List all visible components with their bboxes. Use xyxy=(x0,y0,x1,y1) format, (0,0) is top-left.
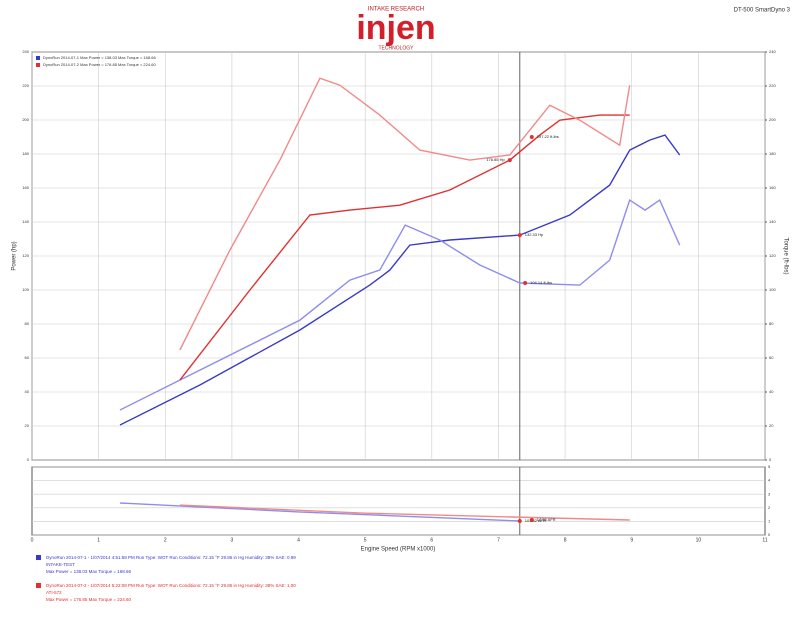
series-line xyxy=(119,199,681,411)
x-tick-label: 5 xyxy=(364,537,367,543)
y2-tick-label: 80 xyxy=(769,321,774,326)
series-line xyxy=(179,504,630,521)
x-tick-label: 4 xyxy=(297,537,300,543)
y2-tick-label: 20 xyxy=(769,423,774,428)
y2-tick-label: 180 xyxy=(769,151,776,156)
y2-tick-label: 160 xyxy=(769,185,776,190)
y-tick-label: 40 xyxy=(25,389,30,394)
x-tick-label: 6 xyxy=(430,537,433,543)
annotation-marker xyxy=(517,518,522,523)
brand: injen xyxy=(356,9,435,47)
annotation: 104.14 ft-lbs xyxy=(530,280,552,285)
y-tick-label: 4 xyxy=(768,478,771,483)
y2-tick-label: 140 xyxy=(769,219,776,224)
tagline: INTAKE RESEARCH xyxy=(368,7,424,13)
y2-tick-label: 40 xyxy=(769,389,774,394)
y-tick-label: 5 xyxy=(768,464,771,469)
series-line xyxy=(119,502,520,522)
annotation-marker xyxy=(517,233,522,238)
subtag: TECHNOLOGY xyxy=(378,45,414,51)
legend-entry: DynoRun 2014-07-1 Max Power = 138.03 Max… xyxy=(43,55,156,60)
y-tick-label: 2 xyxy=(768,505,771,510)
y-tick-label: 180 xyxy=(22,151,29,156)
legend-swatch xyxy=(36,63,40,67)
x-tick-label: 8 xyxy=(564,537,567,543)
annotation-marker xyxy=(529,135,534,139)
legend-swatch xyxy=(36,56,40,60)
x-tick-label: 7 xyxy=(497,537,500,543)
annotation-marker xyxy=(529,518,534,523)
y-tick-label: 0 xyxy=(27,457,30,462)
x-tick-label: 1 xyxy=(97,537,100,543)
series-line xyxy=(179,77,631,351)
x-tick-label: 3 xyxy=(231,537,234,543)
legend-entry: DynoRun 2014-07-2 Max Power = 176.85 Max… xyxy=(43,62,156,67)
series-line xyxy=(179,114,630,381)
annotation: 101.32 AFR xyxy=(525,518,546,523)
x-label: Engine Speed (RPM x1000) xyxy=(361,547,436,553)
y-tick-label: 1 xyxy=(768,518,771,523)
y2-label: Torque (ft-lbs) xyxy=(782,237,788,274)
annotation: 197.22 ft-lbs xyxy=(537,134,559,139)
annotation-marker xyxy=(507,158,512,163)
y2-tick-label: 220 xyxy=(769,83,776,88)
y-tick-label: 100 xyxy=(22,287,29,292)
x-tick-label: 11 xyxy=(762,537,767,543)
y-tick-label: 240 xyxy=(22,49,29,54)
annotation: 132.33 Hp xyxy=(525,232,544,237)
y2-tick-label: 100 xyxy=(769,287,776,292)
y-tick-label: 140 xyxy=(22,219,29,224)
y2-tick-label: 120 xyxy=(769,253,776,258)
series-line xyxy=(119,134,681,426)
run-info: DynoRun 2014-07-2 - 1/07/2014 5:22:08 PM… xyxy=(46,583,296,588)
run-swatch xyxy=(36,555,41,560)
y-tick-label: 20 xyxy=(25,423,30,428)
run-info: DynoRun 2014-07-1 - 1/07/2014 4:51:58 PM… xyxy=(46,555,296,560)
run-swatch xyxy=(36,583,41,588)
annotation-marker xyxy=(523,281,528,286)
y2-tick-label: 0 xyxy=(769,457,772,462)
x-tick-label: 9 xyxy=(630,537,633,543)
y2-tick-label: 240 xyxy=(769,49,776,54)
y2-tick-label: 60 xyxy=(769,355,774,360)
y-tick-label: 60 xyxy=(25,355,30,360)
x-tick-label: 10 xyxy=(696,537,702,543)
run-info: INTAKE-TEST xyxy=(46,562,75,567)
y-tick-label: 0 xyxy=(768,532,771,537)
y-tick-label: 120 xyxy=(22,253,29,258)
run-info: Max Power = 176.85 Max Torque = 224.60 xyxy=(46,597,131,602)
y-tick-label: 80 xyxy=(25,321,30,326)
y-tick-label: 160 xyxy=(22,185,29,190)
run-info: ATI-572 xyxy=(46,590,62,595)
annotation: 14.56 AFR xyxy=(537,517,556,522)
y-tick-label: 3 xyxy=(768,491,771,496)
y2-tick-label: 200 xyxy=(769,117,776,122)
y-tick-label: 220 xyxy=(22,83,29,88)
info: DT-500 SmartDyno 3 xyxy=(734,8,791,14)
y-label: Power (hp) xyxy=(12,241,18,270)
run-info: Max Power = 138.03 Max Torque = 168.66 xyxy=(46,569,131,574)
y-tick-label: 200 xyxy=(22,117,29,122)
plot-area xyxy=(31,466,766,536)
x-tick-label: 0 xyxy=(31,537,34,543)
x-tick-label: 2 xyxy=(164,537,167,543)
annotation: 176.85 Hp xyxy=(486,157,505,162)
